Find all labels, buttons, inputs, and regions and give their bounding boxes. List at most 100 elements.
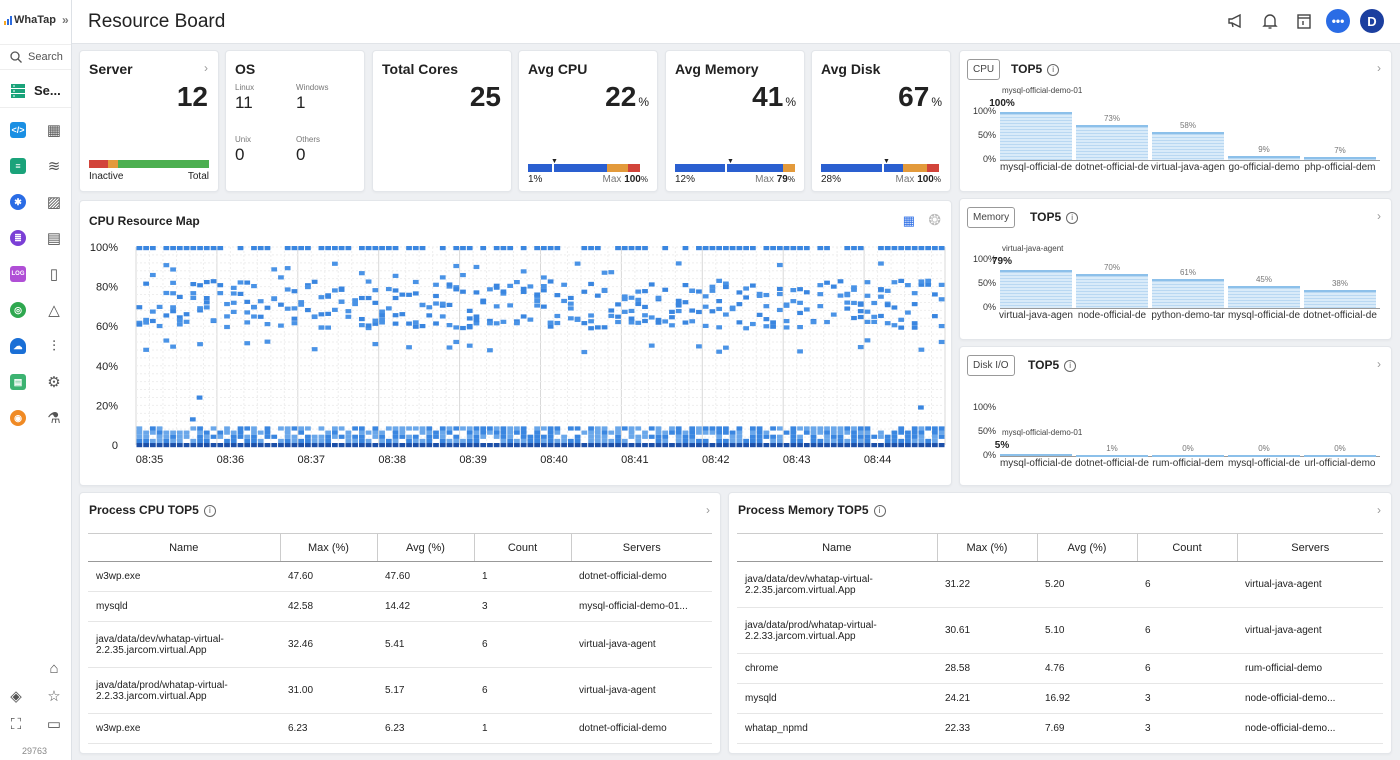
cpu-resource-map-chart[interactable]: 100% 80% 60% 40% 20% 0 08:35 08:36 08:37 08:38 08:…: [80, 201, 953, 487]
disk-top5-card[interactable]: Disk I/O TOP5 i › 100% 50% 0% 5% mysql-offici…: [959, 346, 1392, 486]
table-row[interactable]: w3wp.exe 47.60 47.60 1 dotnet-official-demo: [88, 561, 712, 592]
cloud-product-icon[interactable]: ☁: [6, 328, 30, 364]
table-row[interactable]: java/data/prod/whatap-virtual-2.2.33.jar…: [88, 667, 712, 714]
info-icon[interactable]: i: [1064, 359, 1077, 372]
chevron-right-icon[interactable]: ›: [1377, 61, 1381, 75]
map-cell: [325, 430, 332, 435]
top5-bar[interactable]: [1000, 112, 1072, 160]
col-servers[interactable]: Servers: [571, 533, 712, 562]
table-row[interactable]: whatap_npmd 22.33 7.69 3 node-official-demo.…: [737, 713, 1383, 744]
dashboard-grid-icon[interactable]: ▦: [46, 122, 62, 139]
document-icon[interactable]: ▯: [49, 266, 59, 283]
col-count[interactable]: Count: [1137, 533, 1238, 562]
log-product-icon[interactable]: LOG: [6, 256, 30, 292]
project-selector[interactable]: Se...: [0, 74, 71, 108]
network-product-icon[interactable]: ◎: [6, 292, 30, 328]
map-cell: [392, 438, 399, 444]
col-avg[interactable]: Avg (%): [1037, 533, 1138, 562]
top5-bar[interactable]: [1076, 125, 1148, 160]
analysis-icon[interactable]: ⫶: [52, 337, 56, 355]
rail-search[interactable]: Search: [0, 44, 71, 70]
top5-bar[interactable]: [1304, 290, 1376, 308]
table-row[interactable]: java/data/prod/whatap-virtual-2.2.33.jar…: [737, 607, 1383, 654]
lab-flask-icon[interactable]: ⚗: [47, 410, 61, 427]
paint-bucket-icon[interactable]: ◈: [10, 688, 22, 705]
table-row[interactable]: mysqld 42.58 14.42 3 mysql-official-demo-01.…: [88, 591, 712, 622]
favorite-star-icon[interactable]: ☆: [47, 688, 61, 705]
col-max[interactable]: Max (%): [937, 533, 1038, 562]
chevron-right-icon[interactable]: ›: [1377, 503, 1381, 517]
chevron-right-icon[interactable]: ›: [706, 503, 710, 517]
table-row[interactable]: java/data/dev/whatap-virtual-2.2.35.jarc…: [737, 561, 1383, 608]
col-name[interactable]: Name: [88, 533, 281, 562]
top5-bar[interactable]: [1304, 455, 1376, 457]
browser-product-icon[interactable]: ▤: [6, 364, 30, 400]
table-row[interactable]: java/data/dev/whatap-virtual-2.2.35.jarc…: [88, 621, 712, 668]
col-name[interactable]: Name: [737, 533, 938, 562]
top5-bar[interactable]: [1304, 157, 1376, 160]
chevron-right-icon[interactable]: ›: [1377, 357, 1381, 371]
map-cell: [520, 289, 527, 294]
map-cell: [311, 443, 318, 448]
cpu-top5-card[interactable]: CPU TOP5 i › 100% 50% 0% 100% mysql-official-…: [959, 50, 1392, 192]
info-icon[interactable]: i: [873, 504, 886, 517]
info-icon[interactable]: i: [1047, 63, 1060, 76]
apm-product-icon[interactable]: </>: [6, 112, 30, 148]
map-cell: [291, 434, 298, 439]
info-icon[interactable]: i: [1066, 211, 1079, 224]
alert-bell-icon[interactable]: △: [48, 302, 60, 319]
map-cell: [230, 430, 237, 435]
top5-bar[interactable]: [1152, 279, 1224, 308]
grid-view-icon[interactable]: ▦: [902, 213, 915, 228]
cell-count: 3: [1137, 713, 1237, 744]
home-icon[interactable]: ⌂: [49, 659, 59, 677]
top5-bar[interactable]: [1228, 455, 1300, 457]
collapse-icon[interactable]: »: [62, 13, 69, 27]
kubernetes-product-icon[interactable]: ✱: [6, 184, 30, 220]
col-servers[interactable]: Servers: [1237, 533, 1383, 562]
announcement-megaphone-icon[interactable]: [1224, 9, 1248, 33]
server-card[interactable]: Server › 12 Inactive Total: [79, 50, 219, 192]
archive-icon[interactable]: [1292, 9, 1316, 33]
chevron-right-icon[interactable]: ›: [1377, 209, 1381, 223]
map-cell: [379, 430, 385, 435]
y-axis-label: 0: [112, 440, 118, 452]
top5-bar[interactable]: [1228, 286, 1300, 308]
top5-bar[interactable]: [1000, 270, 1072, 308]
map-cell: [352, 301, 358, 307]
report-icon[interactable]: ▤: [46, 230, 62, 247]
chat-icon[interactable]: •••: [1326, 9, 1350, 33]
table-row[interactable]: w3wp.exe 6.23 6.23 1 dotnet-official-demo: [88, 713, 712, 744]
map-cell: [446, 430, 453, 435]
whatap-logo[interactable]: WhaTap »: [4, 13, 69, 27]
chart-image-icon[interactable]: ▨: [46, 194, 62, 211]
table-row[interactable]: chrome 28.58 4.76 6 rum-official-demo: [737, 653, 1383, 684]
chevron-right-icon[interactable]: ›: [204, 61, 208, 75]
database-product-icon[interactable]: ≣: [6, 220, 30, 256]
map-cell: [493, 434, 500, 439]
server-product-icon[interactable]: ≡: [6, 148, 30, 184]
url-monitor-product-icon[interactable]: ◉: [6, 400, 30, 436]
table-row[interactable]: mysqld 24.21 16.92 3 node-official-demo...: [737, 683, 1383, 714]
user-avatar[interactable]: D: [1360, 9, 1384, 33]
search-page-icon[interactable]: ▭: [46, 716, 62, 733]
database-icon[interactable]: ≋: [47, 158, 61, 175]
top5-bar[interactable]: [1152, 455, 1224, 457]
col-max[interactable]: Max (%): [280, 533, 378, 562]
map-cell: [406, 321, 412, 326]
notification-bell-icon[interactable]: [1258, 9, 1282, 33]
top5-bar[interactable]: [1076, 455, 1148, 457]
info-icon[interactable]: i: [203, 504, 216, 517]
top5-bar[interactable]: [1000, 454, 1072, 456]
col-avg[interactable]: Avg (%): [377, 533, 475, 562]
settings-gear-icon[interactable]: ⚙: [47, 374, 61, 391]
memory-top5-card[interactable]: Memory TOP5 i › 100% 50% 0% 79% virtual-java-…: [959, 198, 1392, 340]
col-count[interactable]: Count: [474, 533, 572, 562]
top5-bar[interactable]: [1152, 132, 1224, 160]
map-cell: [217, 246, 224, 251]
top5-bar[interactable]: [1076, 274, 1148, 308]
top5-bar[interactable]: [1228, 156, 1300, 160]
map-cell: [372, 321, 379, 326]
fullscreen-icon[interactable]: ⛶: [10, 715, 22, 733]
bubble-view-icon[interactable]: ❂: [928, 212, 941, 229]
